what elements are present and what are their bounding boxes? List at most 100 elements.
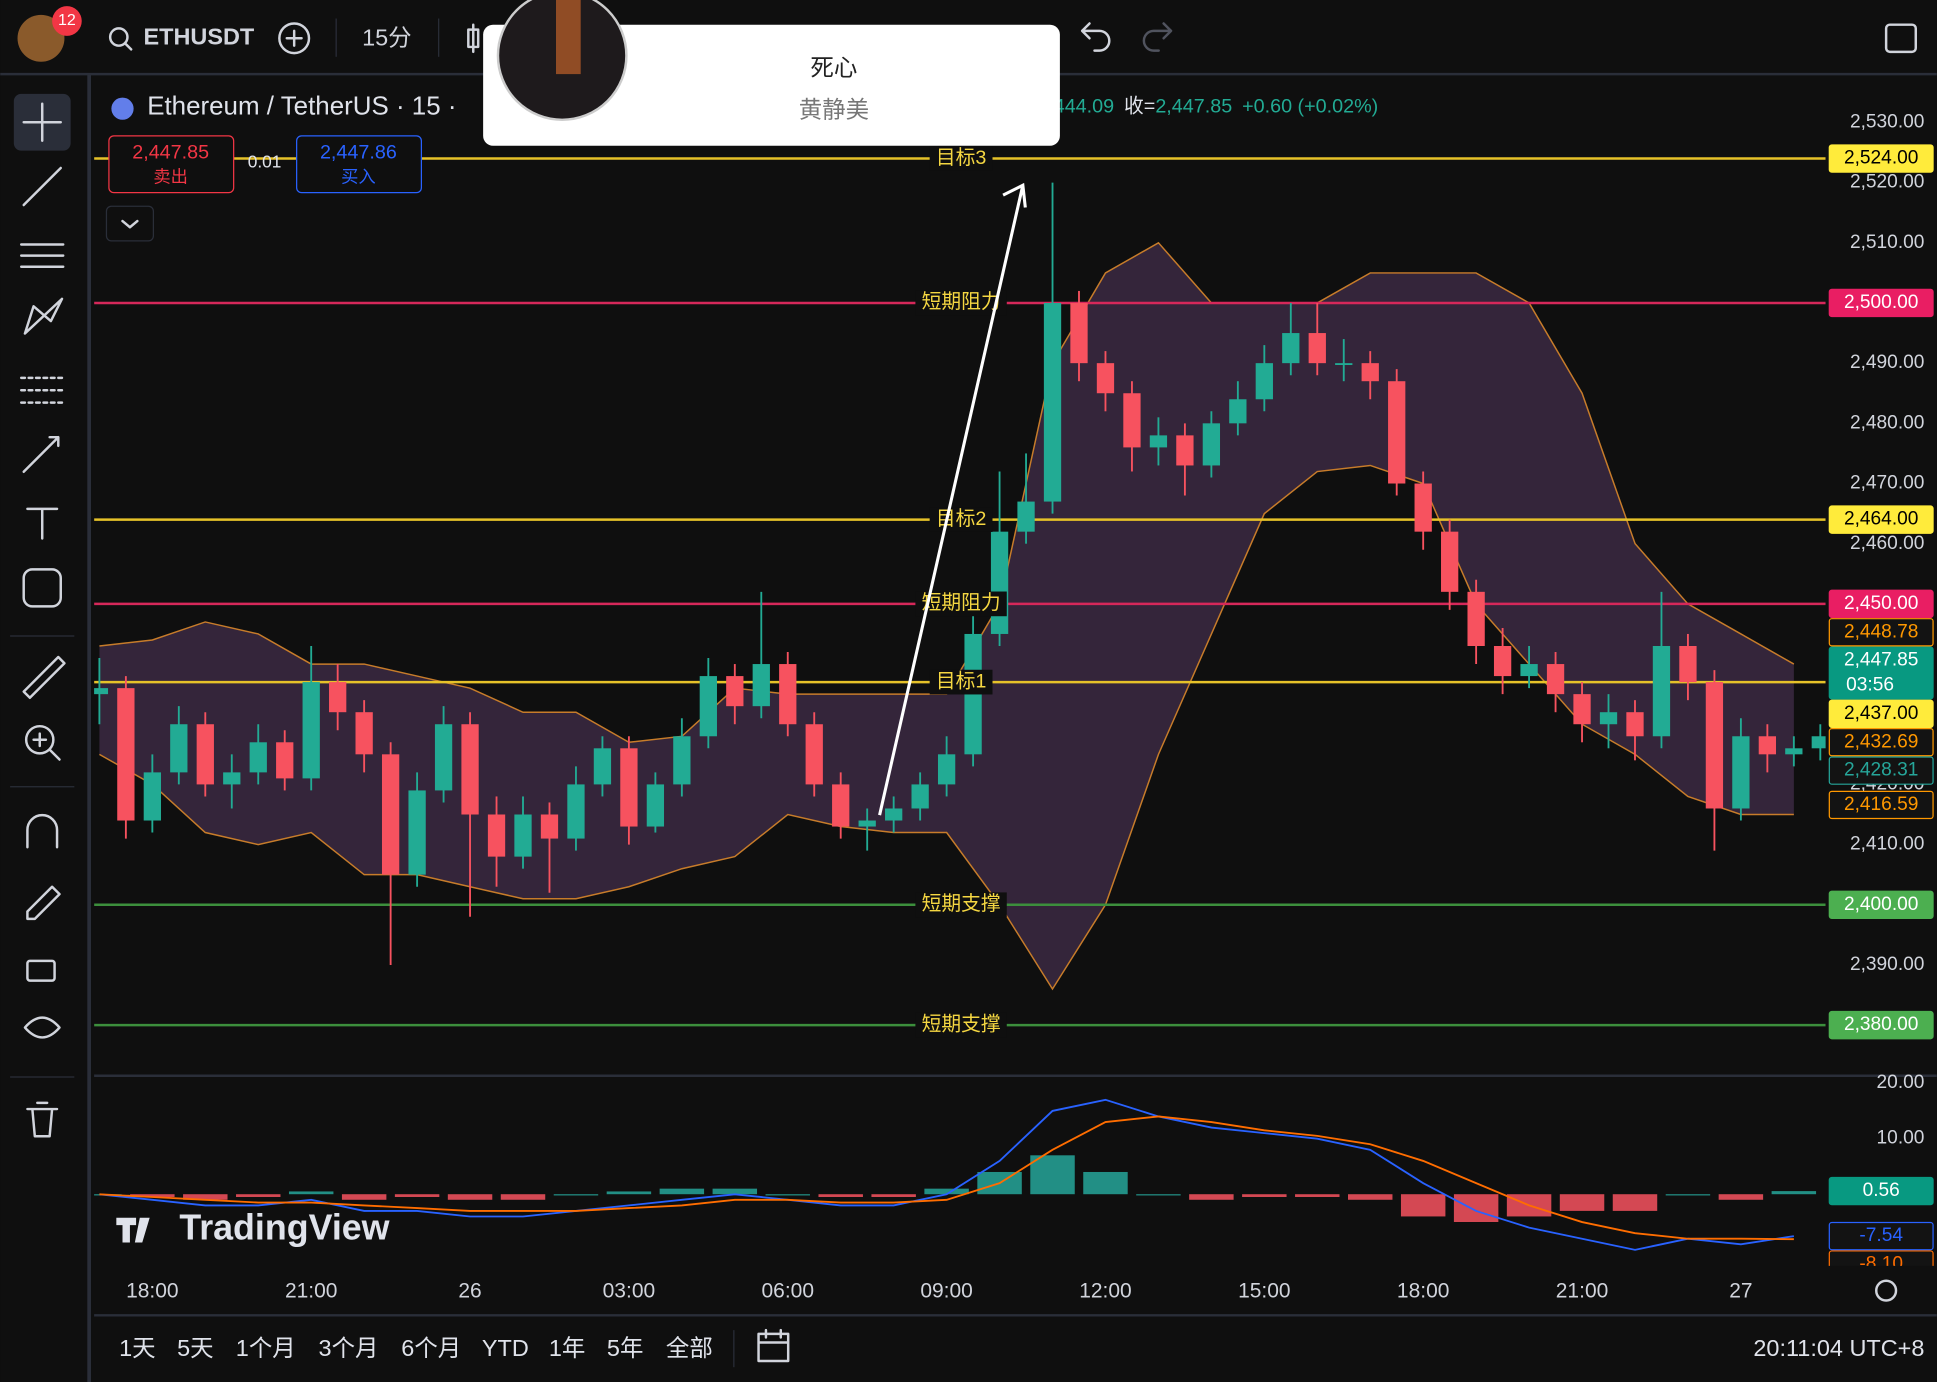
candle-body — [1229, 399, 1247, 424]
histogram-bar — [1083, 1171, 1128, 1195]
y-tick-label: 2,410.00 — [1850, 834, 1924, 855]
buy-button[interactable] — [296, 135, 422, 194]
macd-axis: 0.56 -7.54 -8.10 — [1828, 1176, 1934, 1266]
x-tick-label: 12:00 — [1079, 1279, 1132, 1302]
y-tick-label: 2,390.00 — [1850, 954, 1924, 975]
candle-body — [143, 772, 161, 821]
hide-tool[interactable] — [23, 1016, 61, 1039]
candle-body — [1599, 712, 1618, 725]
x-tick-label: 03:00 — [603, 1279, 656, 1302]
candle-body — [1361, 363, 1379, 382]
price-tag-label: 2,524.00 — [1844, 148, 1918, 169]
settings[interactable] — [1875, 1279, 1898, 1302]
price-tag — [1828, 756, 1934, 785]
goto-date[interactable] — [757, 1328, 790, 1363]
histogram-bar — [765, 1194, 810, 1196]
candle-body — [1467, 591, 1485, 646]
chart-type[interactable] — [467, 23, 480, 54]
histogram-bar — [1295, 1194, 1340, 1197]
price-tag-label: 2,400.00 — [1844, 894, 1918, 915]
candle-body — [567, 784, 585, 839]
price-tag — [1828, 589, 1934, 619]
candle-body — [1176, 435, 1194, 466]
histogram-bar — [288, 1191, 334, 1195]
redo[interactable] — [1142, 22, 1173, 52]
range-button[interactable]: 全部 — [666, 1335, 713, 1361]
candle-body — [726, 676, 744, 707]
level-label-bg — [915, 892, 1007, 918]
histogram-bar — [500, 1194, 546, 1200]
level-label-bg — [929, 669, 993, 695]
histogram-bar — [394, 1194, 440, 1197]
add-symbol-icon — [285, 29, 303, 47]
collapse-button[interactable] — [105, 205, 154, 242]
range-button[interactable]: 3个月 — [319, 1335, 379, 1361]
sell-button[interactable] — [108, 135, 235, 194]
candle-body — [223, 772, 241, 785]
level-label-bg — [915, 1012, 1007, 1038]
y-tick-label: 2,520.00 — [1850, 172, 1924, 193]
range-button[interactable]: 5天 — [177, 1335, 214, 1361]
zoom-tool[interactable] — [24, 724, 55, 755]
level-label: 目标3 — [936, 147, 987, 169]
price-tag-label: 2,500.00 — [1844, 292, 1918, 313]
arrow-tool[interactable] — [22, 435, 60, 474]
delete-tool[interactable] — [26, 1101, 59, 1138]
y-tick-label: 10.00 — [1877, 1128, 1925, 1149]
symbol-logo — [111, 97, 134, 120]
candle-body — [196, 724, 214, 785]
undo[interactable] — [1080, 22, 1111, 52]
candle-body — [1785, 748, 1803, 755]
magnet-tool[interactable] — [26, 813, 59, 849]
price-axis: 2,530.00 2,520.00 2,510.00 2,500.00 2,490.00… — [1828, 111, 1934, 1149]
histogram-bar — [871, 1194, 916, 1197]
level-label: 目标1 — [936, 670, 987, 692]
ohlc-partial: 444.09 — [1054, 96, 1114, 118]
avatar[interactable] — [17, 14, 65, 62]
symbol[interactable]: ETHUSDT — [143, 23, 254, 49]
range-button[interactable]: 6个月 — [401, 1335, 461, 1361]
x-tick-label: 06:00 — [762, 1279, 815, 1302]
fullscreen[interactable] — [1884, 23, 1918, 54]
candle-body — [461, 724, 479, 815]
indicator-tag — [1828, 1221, 1934, 1251]
interval[interactable]: 15分 — [362, 25, 412, 51]
notification[interactable]: 死心 黄静美 — [483, 0, 1060, 146]
text-tool[interactable] — [26, 507, 59, 540]
histogram-bar — [130, 1194, 175, 1197]
histogram-bar — [1771, 1191, 1817, 1195]
range-button[interactable]: YTD — [482, 1335, 529, 1361]
price-tag-label: 2,448.78 — [1844, 621, 1918, 642]
histogram-bar — [1718, 1194, 1764, 1200]
y-tick-label: 20.00 — [1877, 1072, 1925, 1093]
search-icon[interactable] — [108, 27, 129, 47]
ruler-tool[interactable] — [22, 655, 66, 700]
countdown: 03:56 — [1846, 674, 1894, 695]
pattern-tool[interactable] — [23, 297, 64, 335]
histogram-bar — [659, 1188, 705, 1195]
price-tag-label: 2,437.00 — [1844, 703, 1918, 724]
range-button[interactable]: 1天 — [119, 1335, 156, 1361]
range-button[interactable]: 5年 — [607, 1335, 644, 1361]
histogram-bar — [606, 1191, 652, 1195]
candle-body — [779, 664, 797, 725]
candle-body — [514, 814, 532, 857]
fib-tool[interactable] — [19, 243, 65, 269]
price-tag-label: 2,380.00 — [1844, 1014, 1918, 1035]
range-button[interactable]: 1个月 — [236, 1335, 296, 1361]
range-button[interactable]: 1年 — [549, 1335, 586, 1361]
lock-tool[interactable] — [26, 959, 56, 982]
candle-body — [1705, 682, 1724, 809]
candle-body — [673, 736, 691, 785]
badge-count: 12 — [58, 11, 76, 29]
drawn-arrow[interactable] — [878, 182, 1027, 816]
projection-tool[interactable] — [19, 376, 65, 404]
lock-draw-tool[interactable] — [26, 885, 61, 921]
add-symbol[interactable] — [278, 22, 311, 55]
candle-body — [752, 664, 770, 707]
trendline-tool[interactable] — [22, 166, 62, 207]
icon-tool[interactable] — [22, 568, 62, 608]
candle-body — [1546, 664, 1565, 695]
band-lower — [99, 464, 1794, 991]
candle-body — [1652, 645, 1671, 737]
